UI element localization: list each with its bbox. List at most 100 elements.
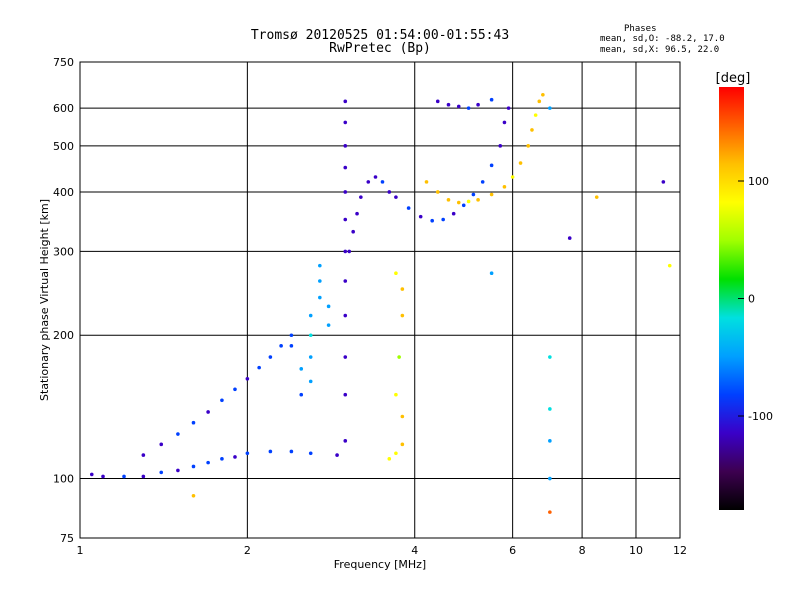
y-axis-label: Stationary phase Virtual Height [km] [38, 199, 51, 401]
data-point [101, 474, 105, 479]
data-point [191, 420, 196, 425]
data-point [308, 333, 313, 338]
data-point [159, 442, 164, 447]
data-point [159, 470, 164, 475]
data-point [366, 180, 371, 184]
x-tick-label: 10 [629, 544, 643, 557]
data-point [308, 451, 313, 456]
data-point [471, 192, 476, 197]
data-point [359, 195, 363, 199]
data-point [299, 367, 304, 371]
data-point [318, 263, 322, 268]
data-point [400, 414, 405, 419]
data-point [176, 468, 180, 473]
phases-line-o: mean, sd,O: -88.2, 17.0 [600, 34, 725, 44]
data-point [394, 271, 398, 276]
data-point [667, 263, 672, 268]
data-point [489, 192, 494, 197]
chart-title-line2: RwPretec (Bp) [329, 41, 431, 56]
data-point [343, 439, 348, 443]
data-point [335, 453, 339, 457]
data-point [343, 355, 348, 359]
data-point [373, 175, 378, 179]
data-point [343, 190, 348, 194]
data-point [518, 161, 523, 165]
data-point [446, 102, 451, 107]
y-tick-label: 100 [53, 473, 74, 486]
phases-heading: Phases [624, 24, 657, 34]
x-tick-label: 1 [77, 544, 84, 557]
data-point [387, 190, 392, 194]
data-point [220, 457, 224, 461]
data-point [435, 99, 440, 104]
data-point [466, 199, 471, 204]
data-point [318, 295, 322, 300]
data-point [502, 185, 507, 189]
data-point [594, 195, 599, 199]
colorbar-tick-label: -100 [748, 410, 773, 423]
data-point [394, 451, 398, 456]
data-point [548, 510, 552, 514]
plot-frame [79, 61, 681, 539]
data-point [567, 236, 572, 240]
data-point [343, 313, 348, 318]
data-point [476, 102, 480, 107]
data-point [387, 457, 392, 461]
data-point [122, 474, 126, 479]
y-tick-label: 300 [53, 245, 74, 258]
data-points [89, 92, 672, 514]
y-tick-label: 750 [53, 56, 74, 69]
data-point [308, 355, 313, 359]
data-point [268, 449, 273, 454]
data-point [394, 195, 398, 199]
data-point [289, 344, 294, 348]
data-point [326, 304, 331, 309]
data-point [430, 218, 434, 223]
data-point [343, 144, 348, 148]
data-point [394, 392, 398, 397]
data-point [308, 379, 313, 384]
data-point [441, 217, 445, 222]
data-point [537, 99, 542, 104]
data-point [176, 432, 180, 436]
data-point [435, 190, 440, 194]
data-point [548, 407, 552, 411]
data-point [533, 113, 538, 117]
data-point [347, 249, 352, 254]
data-point [461, 203, 466, 208]
data-point [355, 211, 359, 216]
data-point [456, 104, 461, 109]
data-point [480, 180, 485, 184]
data-point [530, 128, 534, 132]
phases-line-x: mean, sd,X: 96.5, 22.0 [600, 45, 720, 55]
data-point [489, 97, 494, 102]
y-tick-label: 500 [53, 140, 74, 153]
data-point [245, 377, 250, 381]
y-tick-label: 75 [60, 532, 74, 545]
colorbar-tick-label: 0 [748, 293, 755, 306]
data-point [548, 439, 552, 443]
data-point [141, 453, 146, 457]
data-point [466, 106, 471, 110]
data-point [343, 249, 348, 254]
data-point [308, 313, 313, 318]
data-point [424, 180, 429, 184]
data-point [400, 442, 405, 447]
x-tick-label: 8 [579, 544, 586, 557]
data-point [498, 144, 503, 148]
data-point [141, 474, 146, 479]
data-point [406, 206, 411, 210]
data-point [510, 175, 515, 179]
data-point [343, 392, 348, 397]
x-tick-label: 2 [244, 544, 251, 557]
data-point [343, 120, 348, 125]
data-point [451, 211, 456, 216]
data-point [318, 279, 322, 283]
data-point [476, 198, 480, 202]
data-point [397, 355, 401, 359]
data-point [548, 476, 552, 481]
data-point [289, 333, 294, 338]
data-point [400, 313, 405, 318]
data-point [326, 323, 331, 327]
